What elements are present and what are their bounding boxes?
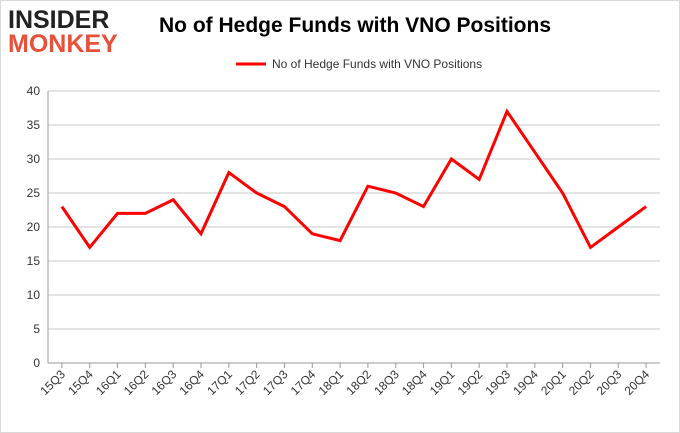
y-tick-label: 25 — [27, 186, 41, 200]
x-tick-label: 20Q2 — [566, 367, 597, 398]
y-tick-label: 10 — [27, 288, 41, 302]
x-tick-label: 17Q1 — [204, 367, 235, 398]
x-tick-label: 18Q4 — [399, 367, 430, 398]
y-tick-labels: 0 5 10 15 20 25 30 35 40 — [27, 84, 41, 370]
legend-label: No of Hedge Funds with VNO Positions — [272, 57, 482, 71]
x-tick-label: 15Q3 — [37, 367, 68, 398]
x-tick-label: 18Q3 — [371, 367, 402, 398]
x-tick-label: 17Q3 — [260, 367, 291, 398]
axes — [47, 91, 660, 368]
x-tick-label: 16Q4 — [176, 367, 207, 398]
x-tick-label: 17Q2 — [232, 367, 263, 398]
chart-title: No of Hedge Funds with VNO Positions — [159, 14, 551, 37]
x-tick-label: 17Q4 — [288, 367, 319, 398]
x-tick-labels: 15Q315Q416Q116Q216Q316Q417Q117Q217Q317Q4… — [37, 367, 652, 398]
x-tick-label: 20Q1 — [538, 367, 569, 398]
insider-monkey-logo: INSIDER MONKEY — [8, 8, 126, 58]
x-tick-label: 19Q1 — [427, 367, 458, 398]
x-tick-label: 20Q3 — [594, 367, 625, 398]
y-tick-label: 35 — [27, 118, 41, 132]
x-tick-label: 18Q1 — [316, 367, 347, 398]
series-lines — [60, 108, 647, 250]
y-tick-label: 40 — [27, 84, 41, 98]
y-tick-label: 5 — [33, 322, 40, 336]
x-tick-label: 16Q3 — [149, 367, 180, 398]
y-tick-label: 20 — [27, 220, 41, 234]
x-tick-label: 15Q4 — [65, 367, 96, 398]
x-tick-label: 19Q2 — [455, 367, 486, 398]
x-tick-label: 16Q2 — [121, 367, 152, 398]
x-tick-label: 16Q1 — [93, 367, 124, 398]
logo-line-1: INSIDER — [8, 6, 110, 34]
x-tick-label: 18Q2 — [343, 367, 374, 398]
legend: No of Hedge Funds with VNO Positions — [236, 57, 482, 71]
logo-line-2: MONKEY — [8, 30, 118, 58]
y-tick-label: 0 — [33, 356, 40, 370]
x-tick-label: 19Q3 — [482, 367, 513, 398]
series-line — [60, 108, 647, 250]
grid-lines — [48, 90, 660, 364]
y-tick-label: 15 — [27, 254, 41, 268]
x-tick-label: 20Q4 — [622, 367, 653, 398]
y-tick-label: 30 — [27, 152, 41, 166]
x-tick-label: 19Q4 — [510, 367, 541, 398]
